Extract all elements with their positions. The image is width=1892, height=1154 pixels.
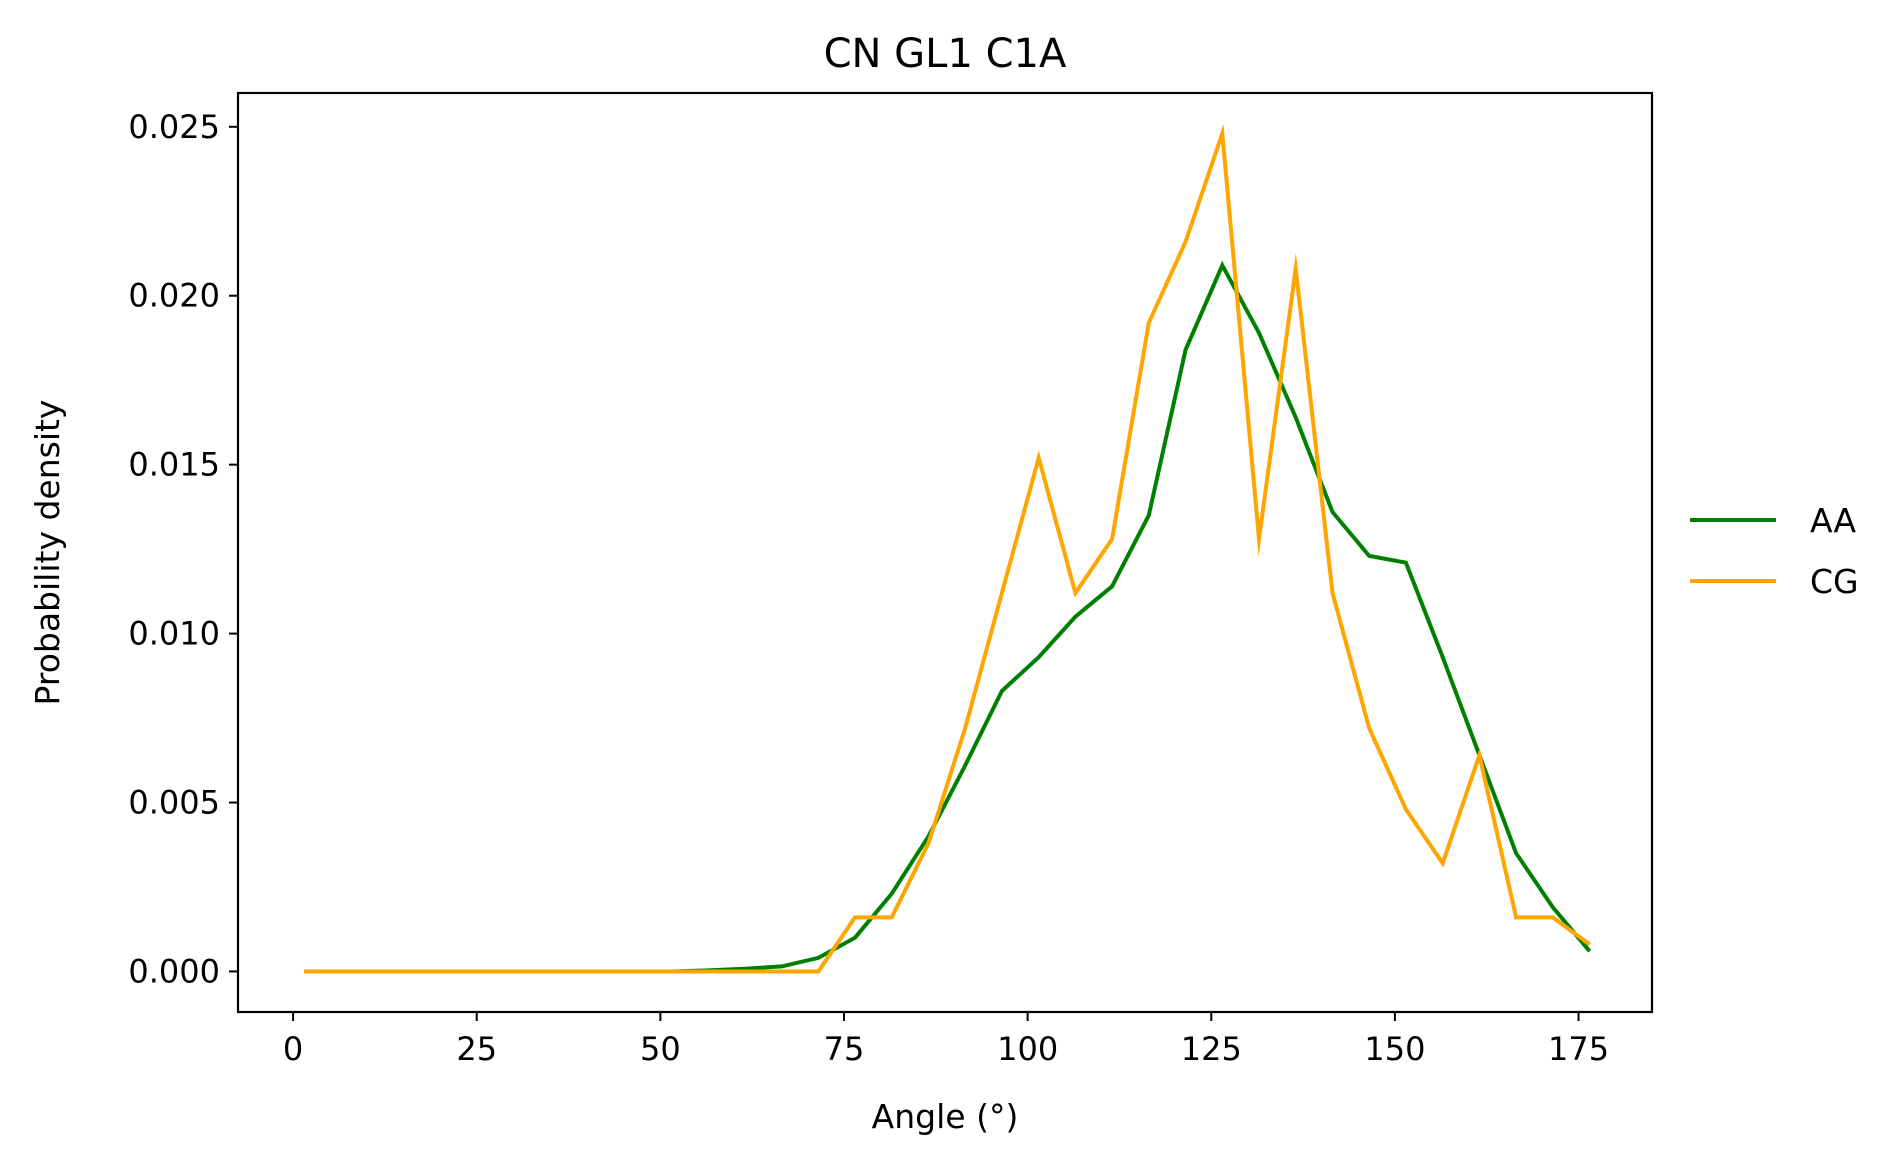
- x-tick-label: 125: [1181, 1030, 1242, 1068]
- y-axis-label: Probability density: [28, 400, 67, 706]
- series-line-cg: [304, 123, 1591, 974]
- y-tick-label: 0.025: [128, 108, 220, 146]
- y-tick-label: 0.000: [128, 952, 220, 990]
- legend-label-aa: AA: [1810, 501, 1856, 540]
- y-tick-label: 0.020: [128, 277, 220, 315]
- y-tick-label: 0.015: [128, 446, 220, 484]
- x-tick-label: 50: [640, 1030, 681, 1068]
- series-layer: [304, 123, 1592, 974]
- y-tick-label: 0.010: [128, 615, 220, 653]
- y-axis: 0.000 0.005 0.010 0.015 0.020 0.025: [128, 108, 238, 990]
- legend: AA CG: [1690, 501, 1859, 601]
- plot-frame: [236, 91, 1654, 1014]
- x-tick-label: 75: [824, 1030, 865, 1068]
- x-tick-label: 175: [1548, 1030, 1609, 1068]
- y-tick-label: 0.005: [128, 784, 220, 822]
- plot-area: [236, 91, 1654, 1014]
- x-axis-label: Angle (°): [872, 1097, 1019, 1136]
- x-axis: 0 25 50 75 100 125 150 175: [283, 1012, 1609, 1068]
- x-tick-label: 0: [283, 1030, 303, 1068]
- chart-title: CN GL1 C1A: [824, 31, 1067, 77]
- x-tick-label: 25: [456, 1030, 497, 1068]
- x-tick-label: 100: [997, 1030, 1058, 1068]
- legend-label-cg: CG: [1810, 562, 1859, 601]
- x-tick-label: 150: [1364, 1030, 1425, 1068]
